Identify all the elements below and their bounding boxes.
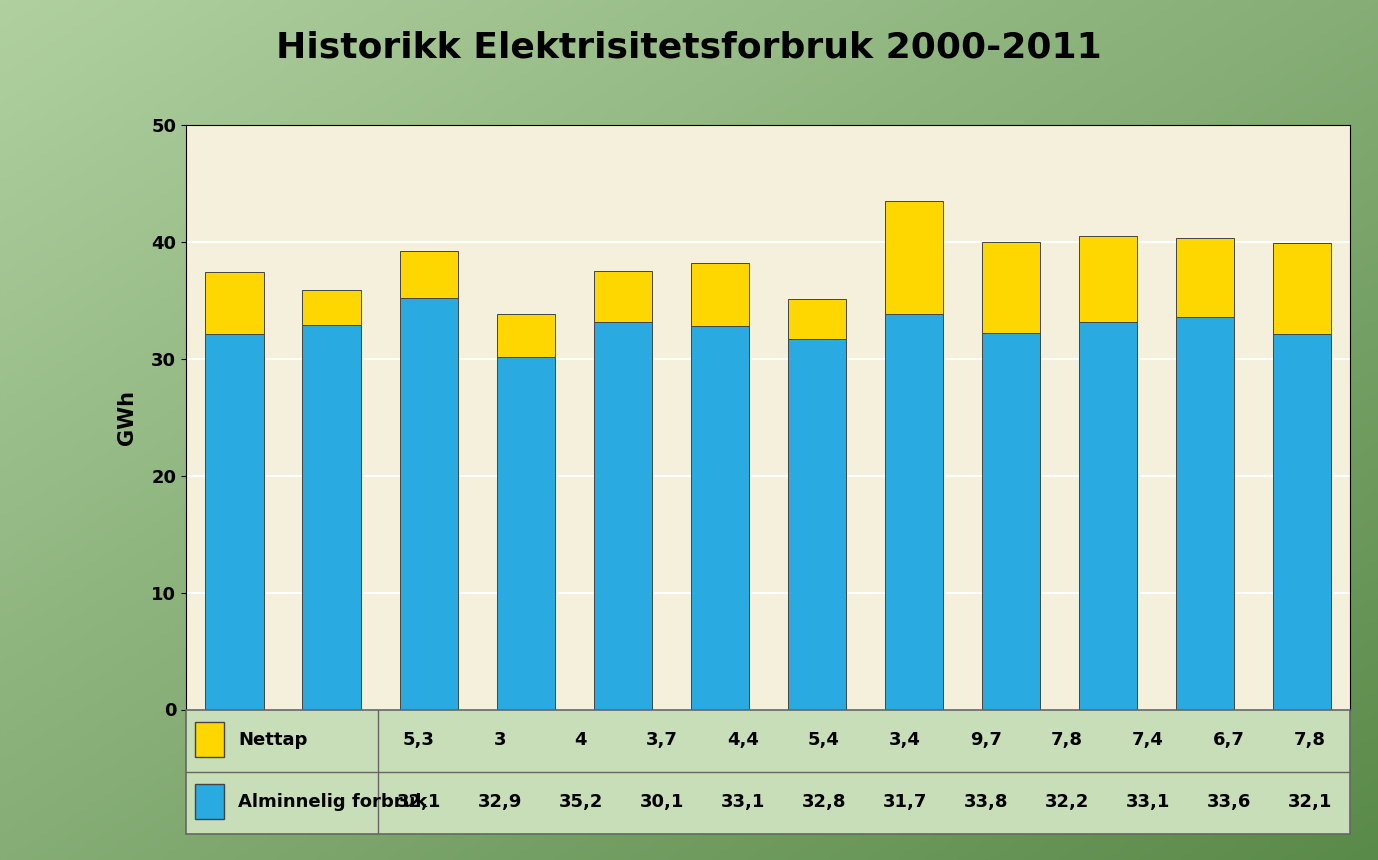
Bar: [196, 722, 225, 757]
Bar: [885, 200, 943, 314]
Text: Nettap: Nettap: [238, 731, 307, 749]
Text: 33,8: 33,8: [963, 794, 1009, 811]
Text: 7,8: 7,8: [1294, 731, 1326, 749]
Text: 3,4: 3,4: [889, 731, 921, 749]
Text: 3,7: 3,7: [646, 731, 678, 749]
Text: 33,1: 33,1: [721, 794, 765, 811]
Bar: [594, 271, 652, 322]
Text: Alminnelig forbruk: Alminnelig forbruk: [238, 794, 427, 811]
Bar: [205, 334, 263, 710]
Bar: [788, 299, 846, 339]
Text: 6,7: 6,7: [1213, 731, 1244, 749]
Bar: [400, 298, 457, 710]
Bar: [690, 262, 748, 326]
Bar: [205, 272, 263, 334]
Text: 32,9: 32,9: [478, 794, 522, 811]
Bar: [981, 242, 1040, 333]
Bar: [594, 322, 652, 710]
Text: 30,1: 30,1: [639, 794, 683, 811]
Text: 31,7: 31,7: [883, 794, 927, 811]
Bar: [400, 251, 457, 298]
Bar: [196, 784, 225, 820]
Text: 33,1: 33,1: [1126, 794, 1170, 811]
Bar: [303, 290, 361, 325]
Text: 5,3: 5,3: [402, 731, 434, 749]
Text: 9,7: 9,7: [970, 731, 1002, 749]
Bar: [496, 358, 555, 710]
Bar: [1175, 238, 1233, 316]
Bar: [1079, 322, 1137, 710]
Bar: [1273, 243, 1331, 334]
Bar: [885, 314, 943, 710]
Bar: [981, 333, 1040, 710]
FancyBboxPatch shape: [186, 710, 1350, 834]
Bar: [303, 325, 361, 710]
Text: 5,4: 5,4: [808, 731, 839, 749]
Y-axis label: GWh: GWh: [117, 390, 138, 445]
Text: 7,4: 7,4: [1131, 731, 1164, 749]
Text: 7,8: 7,8: [1051, 731, 1083, 749]
Text: 4: 4: [575, 731, 587, 749]
Bar: [788, 339, 846, 710]
Bar: [690, 326, 748, 710]
Text: 32,8: 32,8: [802, 794, 846, 811]
Bar: [496, 314, 555, 358]
Bar: [1079, 236, 1137, 322]
Text: 4,4: 4,4: [726, 731, 759, 749]
Text: Historikk Elektrisitetsforbruk 2000-2011: Historikk Elektrisitetsforbruk 2000-2011: [276, 30, 1102, 64]
Bar: [1175, 316, 1233, 710]
Text: 35,2: 35,2: [558, 794, 604, 811]
Text: 32,1: 32,1: [397, 794, 441, 811]
Text: 32,2: 32,2: [1045, 794, 1089, 811]
Text: 3: 3: [493, 731, 506, 749]
Text: 32,1: 32,1: [1287, 794, 1333, 811]
Text: 33,6: 33,6: [1207, 794, 1251, 811]
Bar: [1273, 334, 1331, 710]
